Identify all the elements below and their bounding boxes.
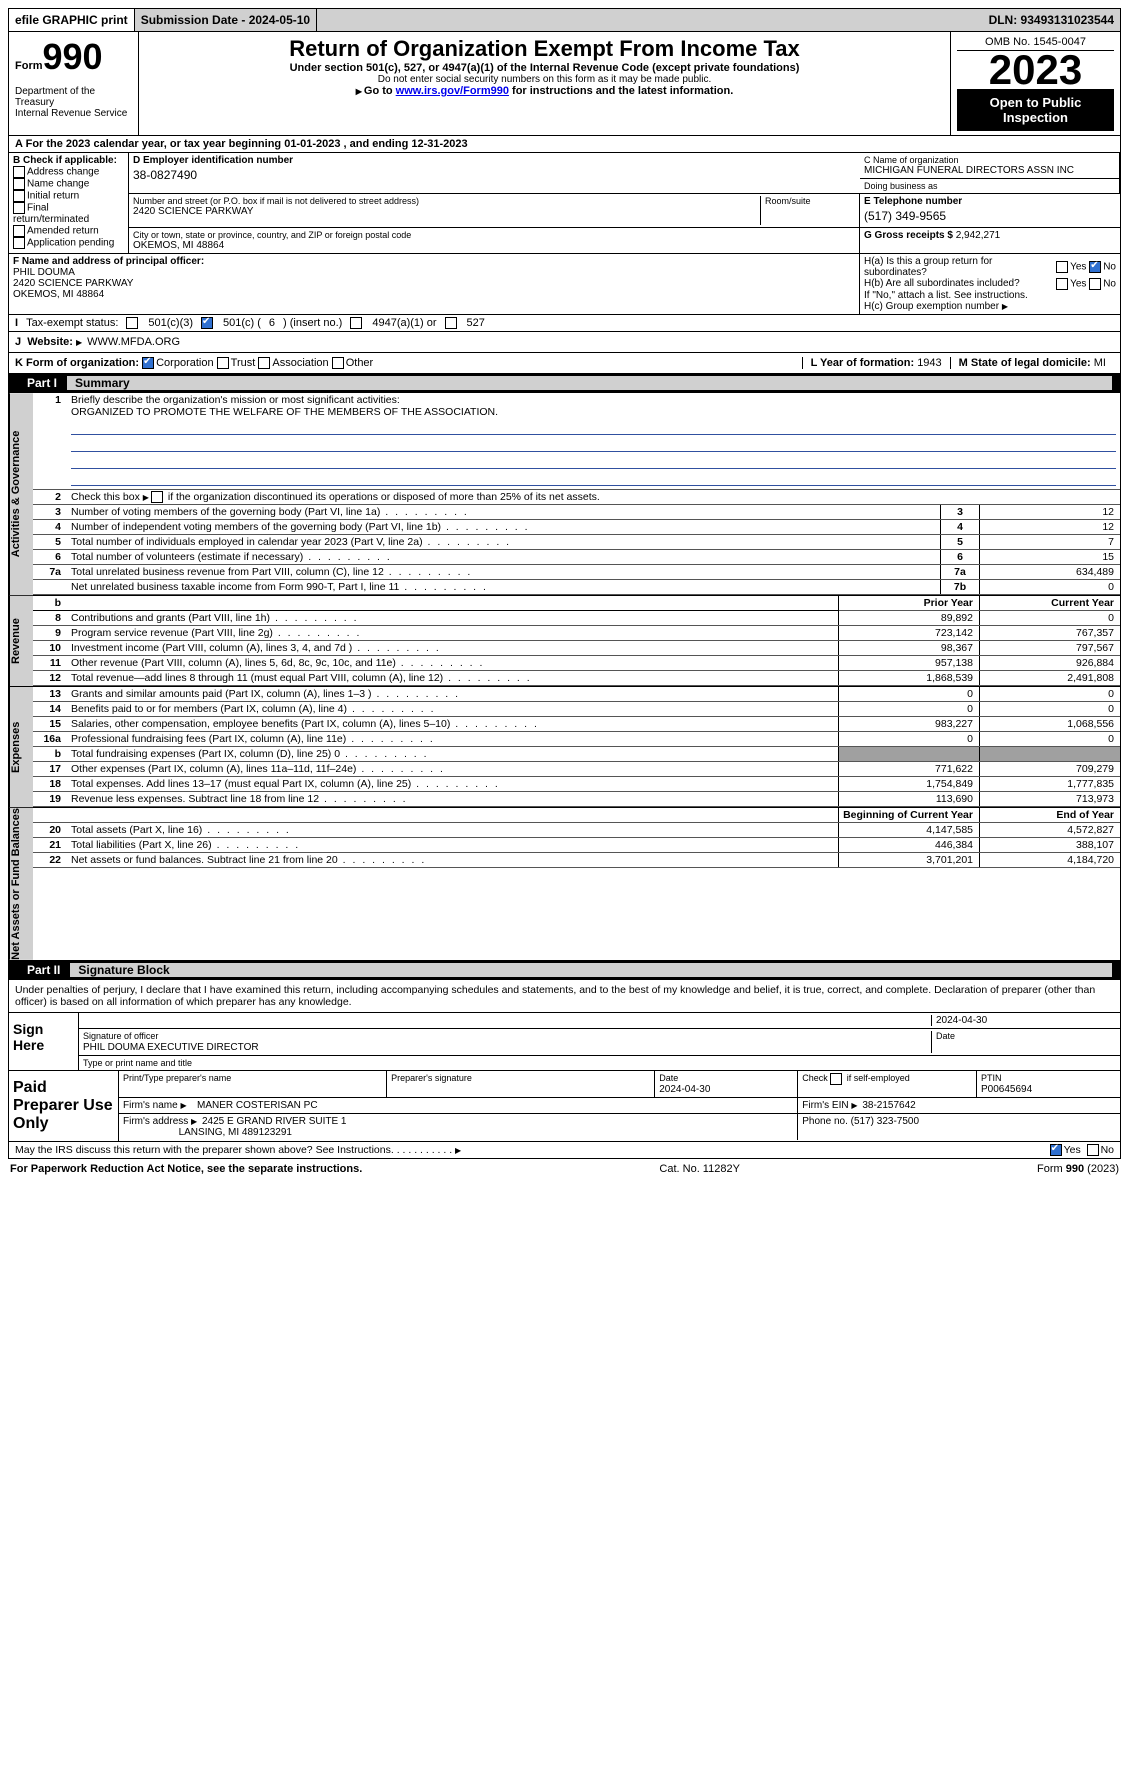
side-label-revenue: Revenue	[9, 596, 33, 686]
summary-row: 16aProfessional fundraising fees (Part I…	[33, 732, 1120, 747]
irs-link[interactable]: www.irs.gov/Form990	[396, 85, 509, 97]
col-current-year: Current Year	[980, 596, 1121, 611]
summary-row: 17Other expenses (Part IX, column (A), l…	[33, 762, 1120, 777]
goto-line: Go to www.irs.gov/Form990 for instructio…	[145, 85, 944, 97]
summary-row: 22Net assets or fund balances. Subtract …	[33, 853, 1120, 868]
part1-body: Activities & Governance 1 Briefly descri…	[8, 393, 1121, 961]
summary-row: 3Number of voting members of the governi…	[33, 505, 1120, 520]
dept-treasury: Department of the Treasury Internal Reve…	[15, 86, 132, 119]
summary-row: bTotal fundraising expenses (Part IX, co…	[33, 747, 1120, 762]
box-g-receipts: G Gross receipts $ 2,942,271	[860, 228, 1120, 254]
side-label-netassets: Net Assets or Fund Balances	[9, 808, 33, 960]
chk-ha-yes[interactable]	[1056, 261, 1068, 273]
summary-row: 12Total revenue—add lines 8 through 11 (…	[33, 671, 1120, 686]
col-prior-year: Prior Year	[839, 596, 980, 611]
summary-row: 15Salaries, other compensation, employee…	[33, 717, 1120, 732]
chk-app-pending[interactable]	[13, 237, 25, 249]
summary-row: 14Benefits paid to or for members (Part …	[33, 702, 1120, 717]
summary-row: Net unrelated business taxable income fr…	[33, 580, 1120, 595]
efile-print-label[interactable]: efile GRAPHIC print	[9, 9, 135, 31]
part2-header: Part II Signature Block	[8, 961, 1121, 980]
submission-date: Submission Date - 2024-05-10	[135, 9, 317, 31]
chk-initial-return[interactable]	[13, 190, 25, 202]
box-h: H(a) Is this a group return for subordin…	[860, 254, 1120, 315]
footer: For Paperwork Reduction Act Notice, see …	[8, 1159, 1121, 1179]
part1-header: Part I Summary	[8, 374, 1121, 393]
box-d-ein: D Employer identification number 38-0827…	[129, 153, 860, 194]
chk-discuss-yes[interactable]	[1050, 1144, 1062, 1156]
open-public-badge: Open to Public Inspection	[957, 89, 1114, 131]
summary-row: 19Revenue less expenses. Subtract line 1…	[33, 792, 1120, 807]
chk-final-return[interactable]	[13, 202, 25, 214]
summary-row: 20Total assets (Part X, line 16)4,147,58…	[33, 823, 1120, 838]
chk-hb-no[interactable]	[1089, 278, 1101, 290]
summary-row: 18Total expenses. Add lines 13–17 (must …	[33, 777, 1120, 792]
discuss-row: May the IRS discuss this return with the…	[8, 1142, 1121, 1159]
form-title: Return of Organization Exempt From Incom…	[145, 36, 944, 62]
summary-row: 7aTotal unrelated business revenue from …	[33, 565, 1120, 580]
top-bar: efile GRAPHIC print Submission Date - 20…	[8, 8, 1121, 32]
summary-row: 8Contributions and grants (Part VIII, li…	[33, 611, 1120, 626]
summary-row: 5Total number of individuals employed in…	[33, 535, 1120, 550]
summary-row: 10Investment income (Part VIII, column (…	[33, 641, 1120, 656]
chk-527[interactable]	[445, 317, 457, 329]
side-label-expenses: Expenses	[9, 687, 33, 807]
col-begin-year: Beginning of Current Year	[839, 808, 980, 823]
summary-row: 4Number of independent voting members of…	[33, 520, 1120, 535]
tax-year: 2023	[957, 51, 1114, 89]
sign-here-block: Sign Here 2024-04-30 Signature of office…	[8, 1013, 1121, 1071]
col-end-year: End of Year	[980, 808, 1121, 823]
dln: DLN: 93493131023544	[983, 9, 1120, 31]
chk-4947[interactable]	[350, 317, 362, 329]
box-c-city: City or town, state or province, country…	[129, 228, 860, 254]
box-c-address-row: Number and street (or P.O. box if mail i…	[129, 194, 860, 228]
chk-name-change[interactable]	[13, 178, 25, 190]
chk-amended[interactable]	[13, 225, 25, 237]
chk-501c3[interactable]	[126, 317, 138, 329]
ssn-warning: Do not enter social security numbers on …	[145, 74, 944, 85]
form-990-label: Form990	[15, 36, 132, 78]
box-e-phone: E Telephone number (517) 349-9565	[860, 194, 1120, 228]
box-c-name: C Name of organization MICHIGAN FUNERAL …	[860, 153, 1120, 179]
chk-discontinued[interactable]	[151, 491, 163, 503]
chk-501c[interactable]	[201, 317, 213, 329]
summary-row: 6Total number of volunteers (estimate if…	[33, 550, 1120, 565]
summary-row: 11Other revenue (Part VIII, column (A), …	[33, 656, 1120, 671]
box-b: B Check if applicable: Address change Na…	[9, 153, 129, 254]
chk-self-employed[interactable]	[830, 1073, 842, 1085]
row-j-website: J Website: WWW.MFDA.ORG	[8, 332, 1121, 353]
summary-row: 9Program service revenue (Part VIII, lin…	[33, 626, 1120, 641]
chk-corp[interactable]	[142, 357, 154, 369]
chk-other[interactable]	[332, 357, 344, 369]
chk-trust[interactable]	[217, 357, 229, 369]
form-subtitle: Under section 501(c), 527, or 4947(a)(1)…	[145, 62, 944, 74]
form-header: Form990 Department of the Treasury Inter…	[8, 32, 1121, 136]
summary-row: 13Grants and similar amounts paid (Part …	[33, 687, 1120, 702]
chk-assoc[interactable]	[258, 357, 270, 369]
summary-row: 21Total liabilities (Part X, line 26)446…	[33, 838, 1120, 853]
box-c-dba: Doing business as	[860, 179, 1120, 194]
box-f-officer: F Name and address of principal officer:…	[9, 254, 860, 315]
entity-info-grid: B Check if applicable: Address change Na…	[8, 153, 1121, 315]
row-i-tax-exempt: I Tax-exempt status: 501(c)(3) 501(c) (6…	[8, 315, 1121, 332]
side-label-governance: Activities & Governance	[9, 393, 33, 595]
chk-address-change[interactable]	[13, 166, 25, 178]
chk-ha-no[interactable]	[1089, 261, 1101, 273]
line-a-tax-year: A For the 2023 calendar year, or tax yea…	[8, 136, 1121, 153]
chk-hb-yes[interactable]	[1056, 278, 1068, 290]
paid-preparer-block: Paid Preparer Use Only Print/Type prepar…	[8, 1071, 1121, 1142]
perjury-declaration: Under penalties of perjury, I declare th…	[8, 980, 1121, 1013]
chk-discuss-no[interactable]	[1087, 1144, 1099, 1156]
row-k-form-org: K Form of organization: Corporation Trus…	[8, 353, 1121, 374]
